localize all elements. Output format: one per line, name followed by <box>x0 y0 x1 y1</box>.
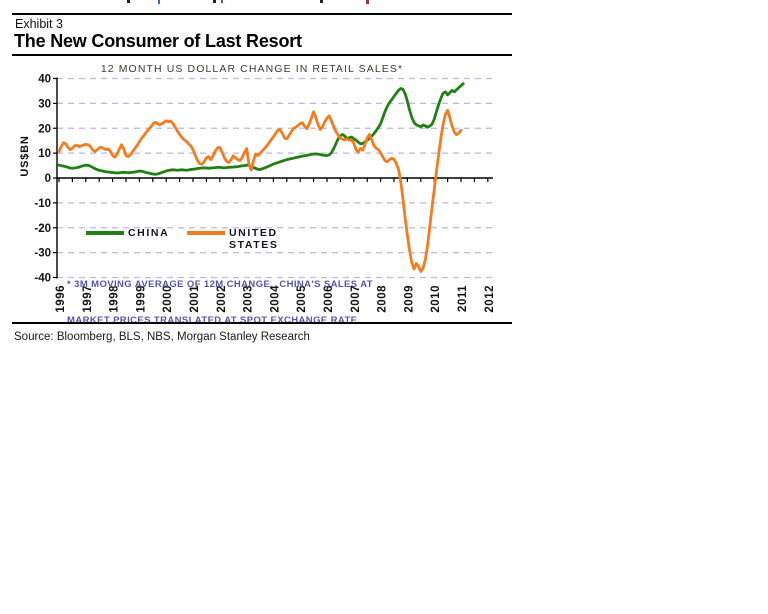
chart-footnote: * 3M MOVING AVERAGE OF 12M CHANGE. CHINA… <box>67 255 373 351</box>
x-tick-label: 2007 <box>350 285 362 313</box>
y-tick-label: -10 <box>34 198 51 210</box>
x-tick-label: 2001 <box>189 285 201 313</box>
title-rule <box>12 54 512 56</box>
y-tick-label: -40 <box>34 273 51 285</box>
x-tick-label: 1996 <box>55 285 67 313</box>
y-tick-label: 30 <box>38 98 51 110</box>
x-tick-label: 2000 <box>162 285 174 313</box>
page-title: The New Consumer of Last Resort <box>14 31 302 51</box>
chart-title: 12 MONTH US DOLLAR CHANGE IN RETAIL SALE… <box>100 63 404 75</box>
x-tick-label: 2006 <box>323 285 335 313</box>
x-tick-label: 2010 <box>430 285 442 313</box>
x-tick-label: 2005 <box>296 285 308 313</box>
united-states-series-line <box>57 108 463 273</box>
x-tick-label: 1999 <box>135 285 147 313</box>
x-tick-label: 1997 <box>82 285 94 313</box>
source-line: Source: Bloomberg, BLS, NBS, Morgan Stan… <box>14 331 310 343</box>
x-tick-label: 1998 <box>109 285 121 313</box>
exhibit-label: Exhibit 3 <box>15 17 63 31</box>
x-tick-label: 2004 <box>269 285 281 313</box>
footnote-line-2: MARKET PRICES TRANSLATED AT SPOT EXCHANG… <box>67 315 361 326</box>
top-rule <box>12 13 512 15</box>
united-states-legend-label: UNITED STATES <box>229 227 279 251</box>
united-states-legend-swatch <box>187 231 225 235</box>
y-tick-label: -20 <box>34 223 51 235</box>
china-legend-swatch <box>86 231 124 235</box>
x-tick-label: 2011 <box>457 285 469 312</box>
y-tick-label: 20 <box>38 123 51 135</box>
x-tick-label: 2012 <box>484 285 496 313</box>
y-tick-label: 40 <box>38 74 51 86</box>
china-legend-label: CHINA <box>128 227 170 239</box>
x-tick-label: 2008 <box>377 285 389 313</box>
x-tick-label: 2003 <box>243 285 255 313</box>
gridlines <box>57 77 493 279</box>
footnote-line-1: * 3M MOVING AVERAGE OF 12M CHANGE. CHINA… <box>67 279 373 290</box>
y-tick-label: 0 <box>45 173 51 185</box>
y-tick-label: 10 <box>38 148 51 160</box>
x-tick-label: 2009 <box>403 285 415 313</box>
china-series-line <box>57 82 465 176</box>
x-tick-label: 2002 <box>216 285 228 313</box>
bottom-rule <box>12 322 512 324</box>
y-tick-label: -30 <box>34 248 51 260</box>
